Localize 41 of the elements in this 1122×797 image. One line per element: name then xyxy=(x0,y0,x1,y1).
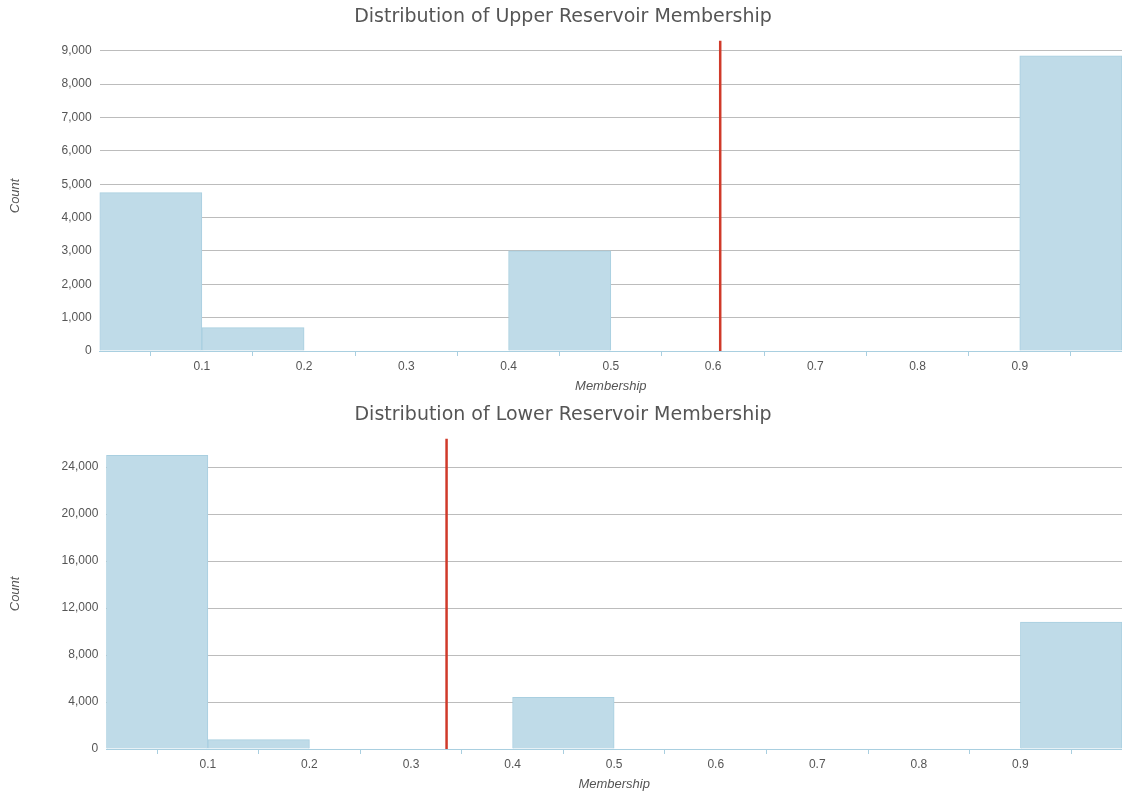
y-tick-label: 4,000 xyxy=(68,694,99,709)
y-tick-label: 6,000 xyxy=(61,143,92,158)
x-axis-title: Membership xyxy=(578,775,650,791)
x-tick-label: 0.8 xyxy=(909,358,927,373)
x-tick-label: 0.6 xyxy=(704,358,722,373)
x-tick-label: 0.5 xyxy=(602,358,620,373)
x-tick-label: 0.4 xyxy=(500,358,518,373)
y-tick-label: 9,000 xyxy=(61,43,92,58)
y-tick-label: 7,000 xyxy=(61,109,92,124)
y-tick-label: 4,000 xyxy=(61,209,92,224)
y-tick-label: 24,000 xyxy=(61,459,99,474)
x-tick-label: 0.6 xyxy=(707,756,725,771)
y-tick-label: 0 xyxy=(91,741,99,756)
x-axis-title: Membership xyxy=(575,377,647,393)
y-tick-label: 8,000 xyxy=(68,647,99,662)
x-tick-label: 0.2 xyxy=(295,358,313,373)
y-tick-label: 1,000 xyxy=(61,309,92,324)
y-axis-title: Count xyxy=(7,177,23,214)
x-tick-label: 0.9 xyxy=(1011,358,1029,373)
y-tick-label: 3,000 xyxy=(61,243,92,258)
x-tick-label: 0.5 xyxy=(605,756,623,771)
x-tick-label: 0.7 xyxy=(808,756,826,771)
y-tick-label: 5,000 xyxy=(61,176,92,191)
y-tick-label: 16,000 xyxy=(61,553,99,568)
x-tick-label: 0.1 xyxy=(193,358,211,373)
x-tick-label: 0.4 xyxy=(504,756,522,771)
x-tick-label: 0.9 xyxy=(1012,756,1030,771)
y-tick-label: 8,000 xyxy=(61,76,92,91)
x-tick-label: 0.8 xyxy=(910,756,928,771)
y-axis-title: Count xyxy=(7,575,23,612)
chart-title: Distribution of Lower Reservoir Membership xyxy=(354,402,772,425)
x-tick-label: 0.3 xyxy=(402,756,420,771)
x-tick-label: 0.2 xyxy=(301,756,319,771)
x-tick-label: 0.7 xyxy=(806,358,824,373)
chart-title: Distribution of Upper Reservoir Membership xyxy=(354,4,772,27)
y-tick-label: 2,000 xyxy=(61,276,92,291)
x-tick-label: 0.1 xyxy=(199,756,217,771)
y-tick-label: 12,000 xyxy=(61,600,99,615)
y-tick-label: 0 xyxy=(84,343,92,358)
y-tick-label: 20,000 xyxy=(61,506,99,521)
x-tick-label: 0.3 xyxy=(398,358,415,373)
